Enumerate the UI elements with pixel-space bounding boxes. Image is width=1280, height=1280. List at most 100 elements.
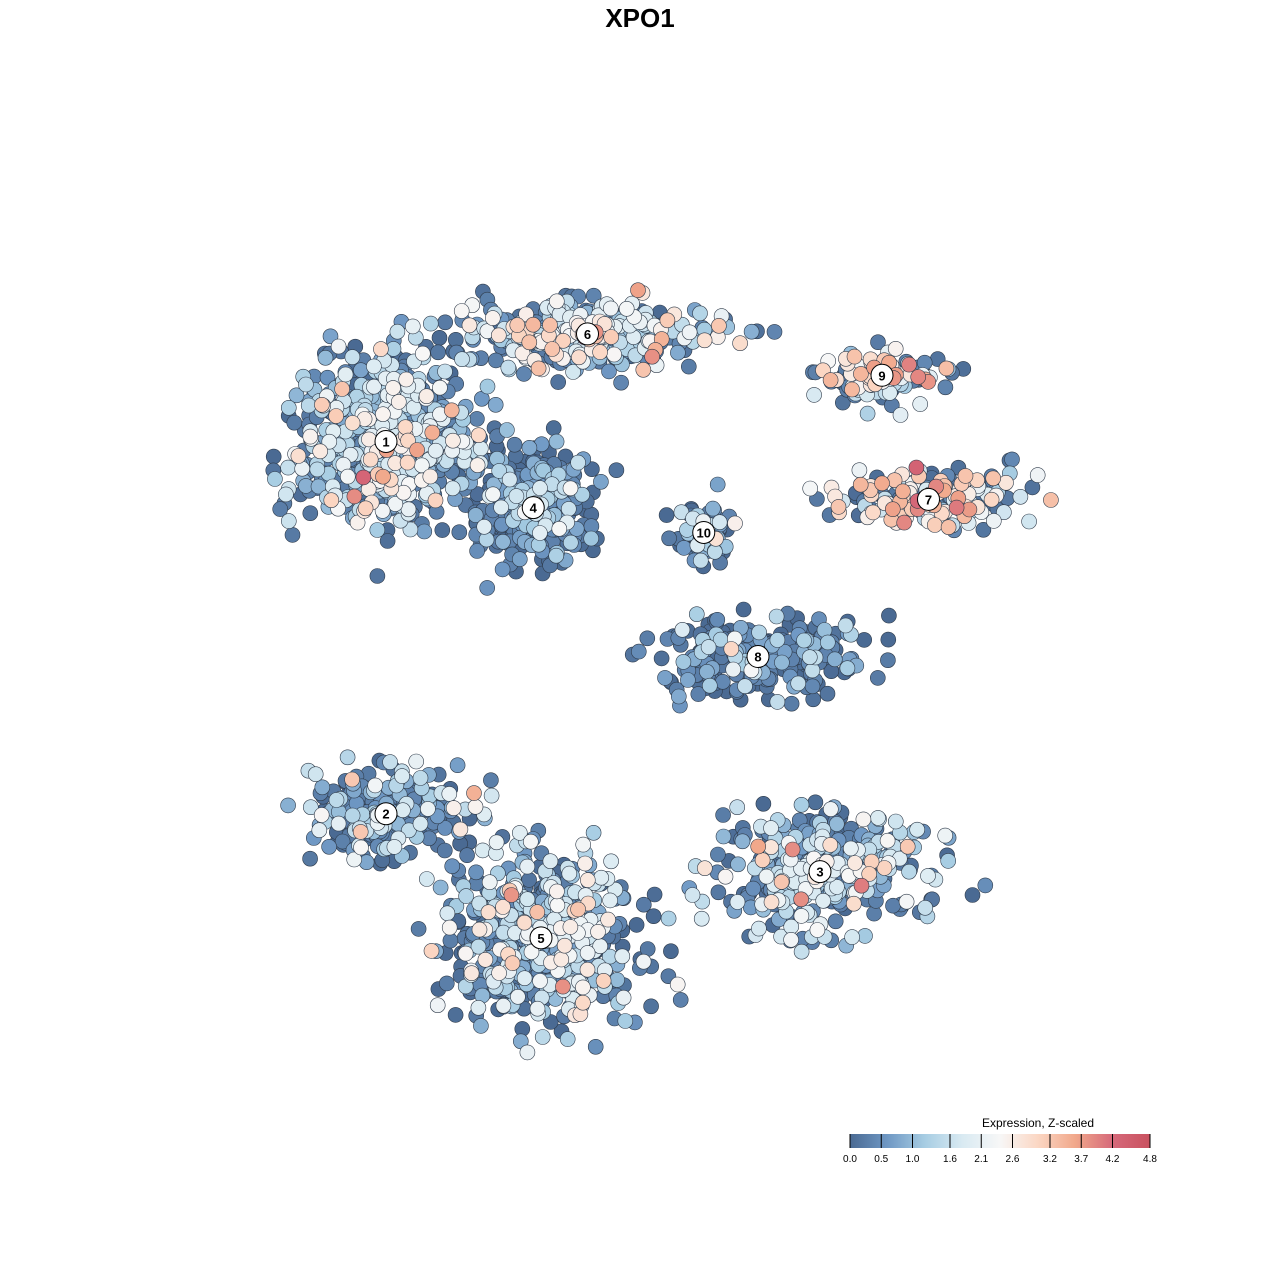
points-layer (265, 282, 1059, 1061)
cell-point (330, 338, 347, 355)
cell-point (856, 632, 873, 648)
cell-point (643, 998, 659, 1015)
cell-point (769, 632, 786, 648)
cell-point (579, 961, 596, 978)
cell-point (575, 994, 591, 1011)
chart-title: XPO1 (605, 3, 674, 33)
cell-point (353, 362, 369, 379)
cell-point (804, 662, 821, 679)
cell-point (750, 838, 767, 855)
cell-point (516, 970, 533, 987)
cell-point (501, 471, 518, 488)
cell-point (418, 388, 435, 405)
cell-point (715, 828, 732, 845)
cell-point (693, 910, 710, 927)
cell-point (510, 988, 526, 1005)
cell-point (369, 568, 386, 584)
cell-point (280, 459, 296, 476)
cell-point (948, 499, 965, 516)
cell-point (367, 777, 384, 794)
cell-point (459, 847, 475, 864)
cell-point (506, 436, 523, 453)
cell-point (445, 800, 462, 816)
cell-point (646, 886, 663, 903)
cell-point (432, 379, 448, 396)
cell-point (644, 348, 660, 365)
cell-point (964, 887, 981, 903)
cell-point (880, 631, 897, 648)
cell-point (441, 919, 458, 936)
cell-point (901, 863, 917, 880)
cell-point (488, 352, 504, 369)
cell-point (920, 868, 936, 884)
cell-point (499, 422, 515, 438)
cell-point (853, 366, 869, 382)
cell-point (806, 387, 822, 403)
cell-point (302, 850, 318, 867)
cell-point (635, 361, 652, 378)
cell-point (819, 685, 836, 702)
cell-point (617, 1013, 634, 1029)
cell-point (1029, 467, 1046, 483)
cell-point (409, 442, 425, 458)
cell-point (853, 877, 870, 894)
cell-point (449, 757, 466, 774)
cell-point (769, 694, 786, 710)
cell-point (300, 397, 317, 414)
cell-point (302, 428, 319, 445)
cluster-label-6: 6 (576, 322, 599, 346)
cell-point (869, 670, 886, 686)
cell-point (783, 695, 800, 712)
cell-point (658, 507, 675, 523)
cell-point (424, 424, 441, 441)
cell-point (441, 786, 458, 802)
cell-point (504, 955, 521, 972)
legend-tick-label: 4.8 (1143, 1154, 1157, 1165)
cell-point (286, 414, 303, 431)
cell-point (485, 486, 501, 503)
cell-point (579, 872, 596, 888)
cell-point (534, 1029, 551, 1045)
legend: Expression, Z-scaled 0.0 0.5 1.0 1.6 2.1 2.6 3… (843, 1116, 1157, 1165)
cell-point (577, 855, 593, 872)
cell-point (522, 833, 539, 850)
cell-point (443, 402, 460, 419)
cell-point (479, 378, 496, 395)
cell-point (458, 888, 474, 904)
cell-point (339, 749, 356, 766)
cell-point (884, 501, 901, 518)
cell-point (323, 492, 340, 509)
cell-point (692, 305, 708, 322)
cell-point (802, 480, 819, 497)
cell-point (334, 833, 351, 850)
cell-point (940, 853, 957, 869)
legend-colorbar (850, 1134, 1150, 1148)
cell-point (473, 1018, 489, 1034)
legend-tick-label: 4.2 (1106, 1154, 1120, 1165)
cell-point (362, 451, 379, 468)
cell-point (830, 499, 847, 515)
cell-point (530, 360, 547, 377)
cell-point (439, 905, 456, 922)
cell-point (696, 860, 713, 877)
cell-point (479, 580, 496, 596)
cell-point (432, 879, 449, 896)
cell-point (542, 317, 558, 333)
cell-point (793, 796, 810, 813)
cell-point (1043, 492, 1059, 508)
cell-point (427, 492, 444, 509)
cell-point (436, 842, 453, 859)
cell-point (663, 943, 679, 960)
cell-point (414, 345, 431, 362)
cell-point (463, 965, 480, 982)
cell-point (399, 454, 416, 471)
cell-point (801, 649, 818, 666)
cell-point (725, 661, 742, 678)
cell-point (575, 979, 591, 996)
cell-point (472, 440, 489, 457)
cell-point (696, 332, 713, 349)
cluster-label-text: 3 (816, 865, 823, 880)
cluster-label-text: 6 (584, 327, 591, 342)
cell-point (466, 785, 482, 801)
